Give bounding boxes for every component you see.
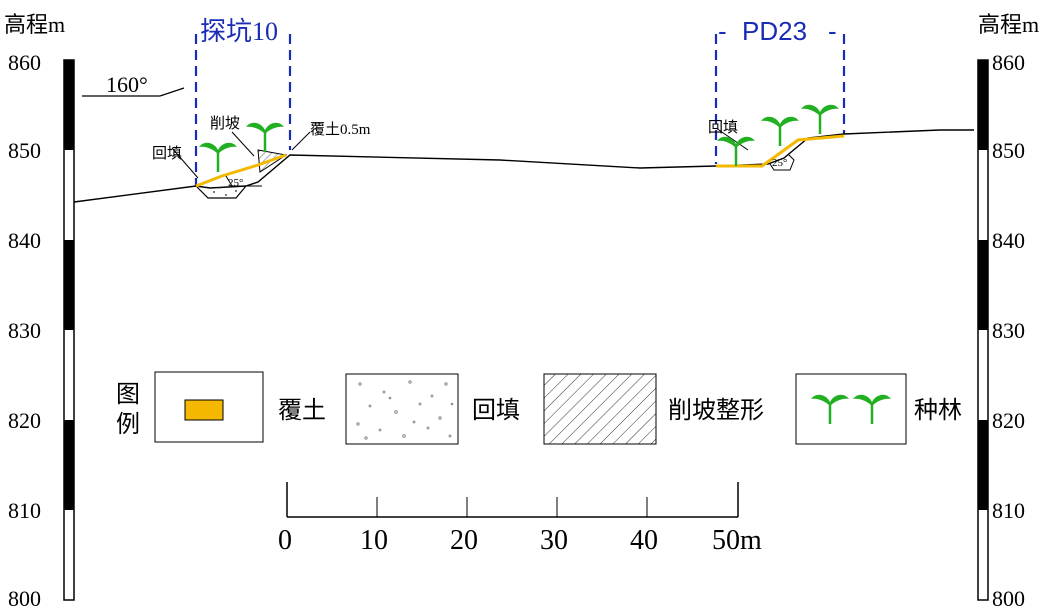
site-label-left: 探坑10 [200,17,278,46]
legend-title-2: 例 [116,411,140,438]
left-tick-840: 840 [8,228,41,253]
site-dash-left: - [718,16,727,46]
site-bracket-left [194,34,292,186]
legend-cover-soil-label: 覆土 [278,397,326,424]
left-tick-820: 820 [8,408,41,433]
left-tick-860: 860 [8,50,41,75]
left-tick-810: 810 [8,498,41,523]
site-dash-right: - [828,16,837,46]
plant-icon [799,103,841,136]
cut-slope-label: 削坡 [210,115,240,132]
scale-label-0: 0 [278,525,292,556]
right-tick-820: 820 [992,408,1025,433]
scale-label-40: 40 [630,525,658,556]
legend: 图 例 覆土 回填 削坡整形 种林 [116,371,962,445]
cover-soil-swatch [184,399,224,421]
right-tick-860: 860 [992,50,1025,75]
left-pit [171,131,311,199]
left-axis-title: 高程m [4,12,65,37]
scale-label-30: 30 [540,525,568,556]
left-tick-labels: 860 850 840 830 820 810 800 [8,50,41,610]
backfill-swatch [345,373,459,445]
plant-icon [244,121,286,154]
legend-forest-label: 种林 [914,397,962,424]
legend-backfill-label: 回填 [472,397,520,424]
backfill-label-left: 回填 [152,145,182,162]
right-pit [715,127,845,171]
right-tick-840: 840 [992,228,1025,253]
site-bracket-right [714,34,846,164]
scale-label-50m: 50m [712,525,762,556]
slope-angle-right: 25° [772,157,787,169]
scale-bar: 0 10 20 30 40 50m [278,482,762,556]
legend-title-1: 图 [116,382,140,408]
azimuth-label: 160° [106,72,148,97]
cover-soil-label: 覆土0.5m [310,121,371,138]
azimuth-annotation: 160° [82,72,185,97]
right-axis-title: 高程m [978,12,1039,37]
right-tick-810: 810 [992,498,1025,523]
right-tick-800: 800 [992,586,1025,610]
left-tick-850: 850 [8,138,41,163]
site-label-right: PD23 [742,16,807,46]
right-tick-830: 830 [992,318,1025,343]
plant-icon [715,135,757,168]
scale-label-10: 10 [360,525,388,556]
left-elevation-ruler [63,59,75,601]
slope-angle-left: 25° [228,177,243,189]
scale-label-20: 20 [450,525,478,556]
legend-cut-slope-label: 削坡整形 [668,397,764,424]
cut-slope-swatch [543,373,657,445]
left-tick-830: 830 [8,318,41,343]
right-elevation-ruler [977,59,989,601]
right-tick-labels: 860 850 840 830 820 810 800 [992,50,1025,610]
right-tick-850: 850 [992,138,1025,163]
plant-icon [197,141,239,174]
left-tick-800: 800 [8,586,41,610]
backfill-label-right: 回填 [708,119,738,136]
ground-profile-line [73,129,974,203]
forest-swatch [795,373,907,445]
